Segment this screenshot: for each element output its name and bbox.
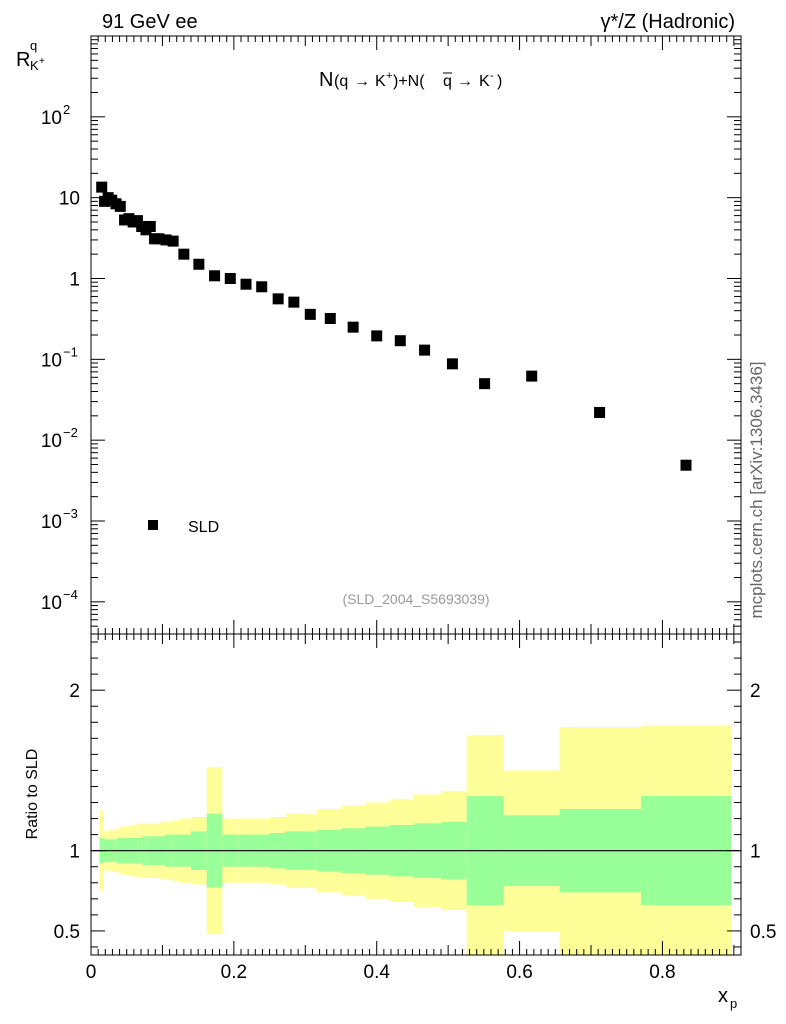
top-x-ticks (90, 36, 735, 634)
y-tick-label-exp: −4 (63, 587, 78, 602)
y-tick-label: 1 (69, 269, 80, 290)
legend-marker (148, 520, 158, 530)
top-panel-title: N (q → K + )+N( q → K - ) (319, 69, 502, 91)
header-right-label: γ*/Z (Hadronic) (601, 11, 735, 33)
data-point (144, 220, 156, 232)
y-tick-label-exp: −2 (63, 425, 78, 440)
ratio-bands (99, 725, 731, 955)
ratio-y-tick-label-right: 0.5 (750, 922, 776, 943)
data-point (371, 330, 383, 342)
title-q1: (q (334, 73, 348, 90)
title-k1-plus: + (386, 70, 392, 82)
top-ylabel-sub: K (30, 58, 39, 73)
data-point (680, 459, 692, 471)
ratio-ylabel: Ratio to SLD (24, 749, 41, 840)
data-point (479, 378, 491, 390)
ratio-y-ticks: 0.5 0.5 1 1 2 2 (54, 641, 776, 948)
data-point (240, 278, 252, 290)
data-point (167, 235, 179, 247)
x-tick-label: 0.2 (221, 962, 247, 983)
y-tick-label-exp: −3 (63, 506, 78, 521)
ratio-x-ticks: 0 0.2 0.4 0.6 0.8 (86, 634, 735, 983)
ratio-y-tick-label-right: 2 (750, 681, 761, 702)
ratio-y-tick-label: 1 (69, 842, 80, 863)
legend: SLD (148, 519, 219, 536)
x-tick-label: 0.6 (506, 962, 532, 983)
data-point (304, 308, 316, 320)
top-ylabel-base: R (16, 49, 30, 71)
title-close: ) (497, 73, 502, 90)
x-label-base: x (718, 985, 728, 1007)
top-ylabel-sub-sign: + (39, 56, 45, 67)
data-point (224, 272, 236, 284)
data-point (594, 406, 606, 418)
data-point (209, 270, 221, 282)
data-point (272, 293, 284, 305)
data-markers (96, 181, 692, 471)
title-k2-minus: - (490, 70, 494, 82)
ratio-y-tick-label-right: 1 (750, 842, 761, 863)
data-point (324, 313, 336, 325)
y-tick-label-exp: 2 (63, 102, 70, 117)
y-tick-label: 10 (41, 593, 62, 614)
x-tick-label: 0 (86, 962, 97, 983)
legend-label: SLD (188, 519, 219, 536)
top-panel-frame (90, 35, 742, 635)
y-tick-label: 10 (59, 189, 80, 210)
ratio-y-tick-label: 2 (69, 681, 80, 702)
header-left-label: 91 GeV ee (102, 11, 198, 33)
ratio-y-tick-label: 0.5 (54, 922, 80, 943)
data-point (96, 181, 108, 193)
analysis-id: (SLD_2004_S5693039) (342, 591, 489, 607)
data-point (131, 215, 143, 227)
title-k1: K (375, 73, 386, 90)
data-point (526, 370, 538, 382)
data-point (256, 281, 268, 293)
x-tick-label: 0.8 (649, 962, 675, 983)
y-tick-label: 10 (41, 431, 62, 452)
data-point (446, 358, 458, 370)
x-axis-label: x p (718, 985, 737, 1011)
y-tick-label-exp: −1 (63, 344, 78, 359)
title-k2: K (479, 73, 490, 90)
data-point (114, 200, 126, 212)
data-point (347, 321, 359, 333)
data-point (178, 248, 190, 260)
top-ylabel: R q K + (16, 38, 45, 73)
data-point (288, 296, 300, 308)
title-arrow2: → (457, 73, 473, 90)
top-ylabel-sup: q (30, 38, 37, 53)
y-tick-label: 10 (41, 350, 62, 371)
data-point (419, 344, 431, 356)
x-tick-label: 0.4 (364, 962, 391, 983)
ratio-panel-frame (90, 633, 742, 956)
title-n1: N (319, 69, 333, 91)
data-point (193, 258, 205, 270)
x-label-sub: p (730, 996, 737, 1011)
title-qbar: q (443, 73, 452, 90)
side-label: mcplots.cern.ch [arXiv:1306.3436] (747, 361, 766, 618)
y-tick-label: 10 (41, 512, 62, 533)
title-arrow1: → (354, 73, 370, 90)
data-point (160, 234, 172, 246)
title-mid: )+N( (393, 73, 425, 90)
data-point (394, 335, 406, 347)
data-point (153, 233, 165, 245)
y-tick-label: 10 (41, 108, 62, 129)
